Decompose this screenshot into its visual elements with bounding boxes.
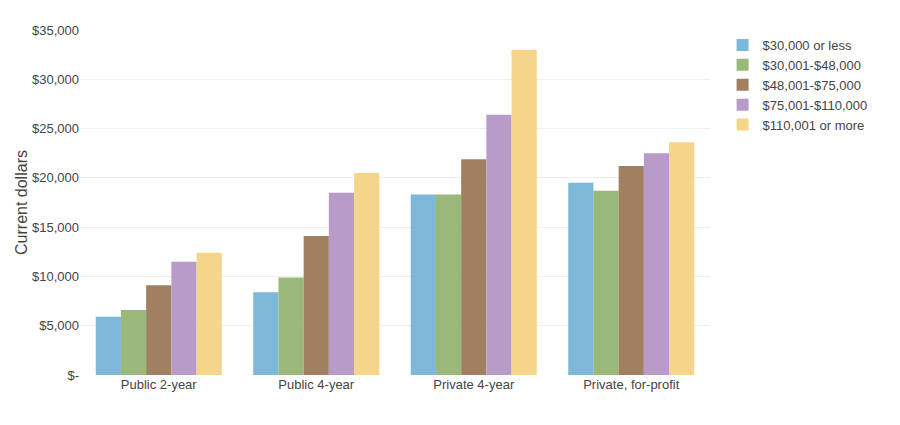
svg-text:Public 4-year: Public 4-year — [278, 377, 355, 392]
svg-text:$75,001-$110,000: $75,001-$110,000 — [763, 98, 868, 113]
svg-text:$30,001-$48,000: $30,001-$48,000 — [763, 58, 861, 73]
svg-text:$-: $- — [67, 368, 79, 383]
svg-text:$5,000: $5,000 — [39, 318, 79, 333]
svg-text:$48,001-$75,000: $48,001-$75,000 — [763, 78, 861, 93]
svg-text:Public 2-year: Public 2-year — [121, 377, 198, 392]
svg-text:$25,000: $25,000 — [32, 121, 79, 136]
svg-text:$10,000: $10,000 — [32, 269, 79, 284]
svg-text:$30,000 or less: $30,000 or less — [763, 38, 852, 53]
svg-text:$110,001 or more: $110,001 or more — [763, 118, 865, 133]
svg-text:$35,000: $35,000 — [32, 23, 79, 38]
svg-text:Current dollars: Current dollars — [13, 150, 30, 255]
svg-text:$30,000: $30,000 — [32, 72, 79, 87]
svg-text:Private, for-profit: Private, for-profit — [583, 377, 679, 392]
svg-text:Private 4-year: Private 4-year — [433, 377, 515, 392]
svg-text:$15,000: $15,000 — [32, 220, 79, 235]
svg-text:$20,000: $20,000 — [32, 170, 79, 185]
